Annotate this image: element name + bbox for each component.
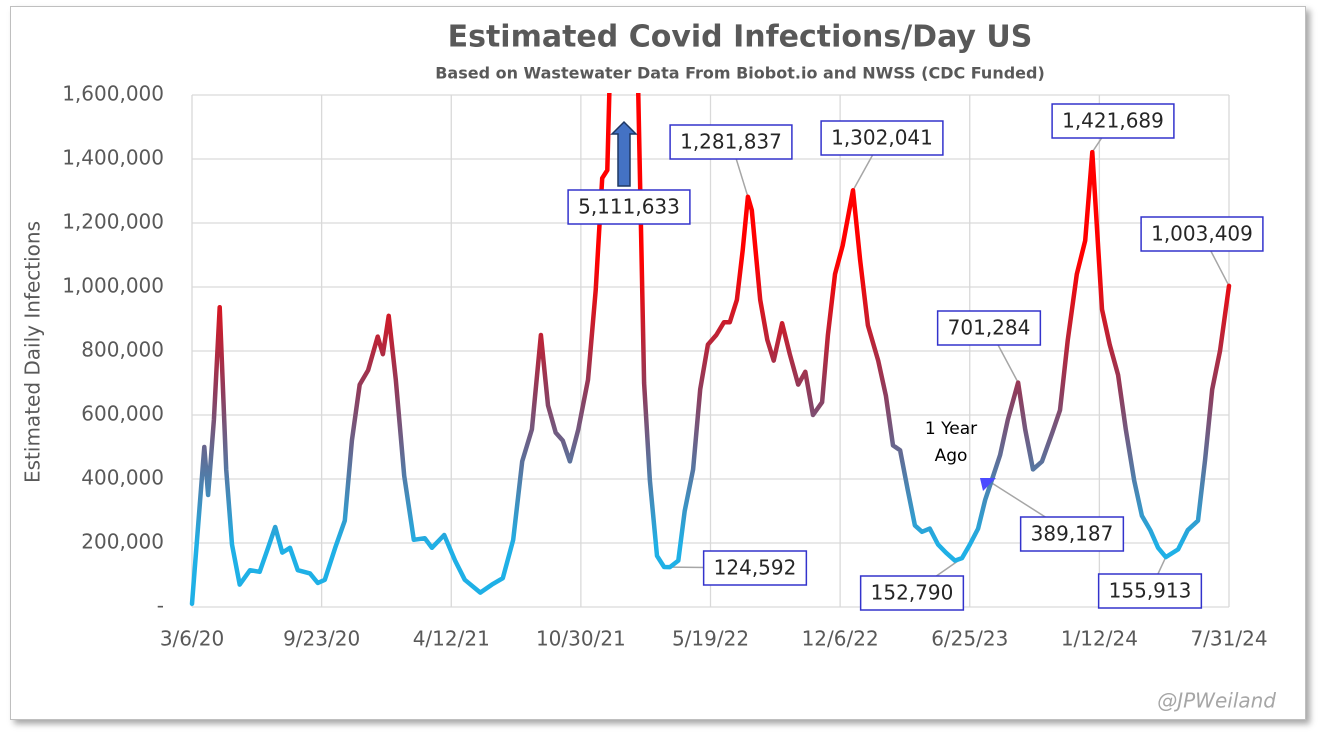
data-label: 155,913 bbox=[1109, 579, 1192, 603]
y-tick-label: 400,000 bbox=[81, 466, 164, 490]
annotation: 1 Year Ago bbox=[924, 419, 978, 466]
y-tick-label: 1,200,000 bbox=[62, 210, 164, 234]
off-scale-arrow bbox=[610, 120, 638, 187]
y-tick-label: 1,000,000 bbox=[62, 274, 164, 298]
label-box bbox=[1019, 516, 1125, 552]
y-axis-label: Estimated Daily Infections bbox=[21, 221, 45, 483]
data-label: 152,790 bbox=[871, 581, 954, 605]
y-tick-label: - bbox=[157, 594, 164, 618]
data-label: 1,421,689 bbox=[1062, 109, 1164, 133]
label-box bbox=[567, 189, 691, 225]
x-tick-label: 3/6/20 bbox=[160, 627, 224, 651]
label-box bbox=[936, 310, 1042, 346]
y-tick-label: 800,000 bbox=[81, 338, 164, 362]
label-box bbox=[1051, 103, 1175, 139]
y-tick-label: 200,000 bbox=[81, 530, 164, 554]
x-tick-label: 4/12/21 bbox=[413, 627, 490, 651]
y-tick-label: 600,000 bbox=[81, 402, 164, 426]
label-box bbox=[702, 550, 808, 586]
grid: - 200,000 400,000 600,000 800,000 1,000,000 1,… bbox=[62, 82, 1267, 651]
data-label: 389,187 bbox=[1031, 522, 1114, 546]
value-labels: 5,111,633 124,592 1,281,837 1,302,041 152,79… bbox=[567, 103, 1264, 611]
label-box bbox=[669, 124, 793, 160]
data-label: 5,111,633 bbox=[578, 195, 680, 219]
x-tick-label: 5/19/22 bbox=[672, 627, 749, 651]
data-label: 1,281,837 bbox=[680, 130, 782, 154]
plot-area bbox=[189, 93, 1232, 607]
y-tick-label: 1,400,000 bbox=[62, 146, 164, 170]
data-label: 701,284 bbox=[948, 316, 1031, 340]
label-box bbox=[859, 575, 965, 611]
credit: @JPWeiland bbox=[1157, 689, 1276, 713]
chart-title: Estimated Covid Infections/Day US bbox=[448, 20, 1033, 55]
data-line bbox=[189, 93, 1232, 607]
data-label: 1,003,409 bbox=[1151, 222, 1253, 246]
data-label: 1,302,041 bbox=[831, 126, 933, 150]
y-tick-label: 1,600,000 bbox=[62, 82, 164, 106]
label-box bbox=[1097, 573, 1203, 609]
x-tick-label: 1/12/24 bbox=[1061, 627, 1138, 651]
label-box bbox=[820, 120, 944, 156]
x-tick-label: 10/30/21 bbox=[536, 627, 626, 651]
x-tick-label: 9/23/20 bbox=[283, 627, 360, 651]
pointer-arrow bbox=[980, 478, 996, 491]
label-box bbox=[1140, 216, 1264, 252]
x-tick-label: 6/25/23 bbox=[931, 627, 1008, 651]
chart-subtitle: Based on Wastewater Data From Biobot.io … bbox=[435, 64, 1045, 83]
x-tick-label: 7/31/24 bbox=[1190, 627, 1267, 651]
x-tick-label: 12/6/22 bbox=[802, 627, 879, 651]
data-label: 124,592 bbox=[714, 556, 797, 580]
